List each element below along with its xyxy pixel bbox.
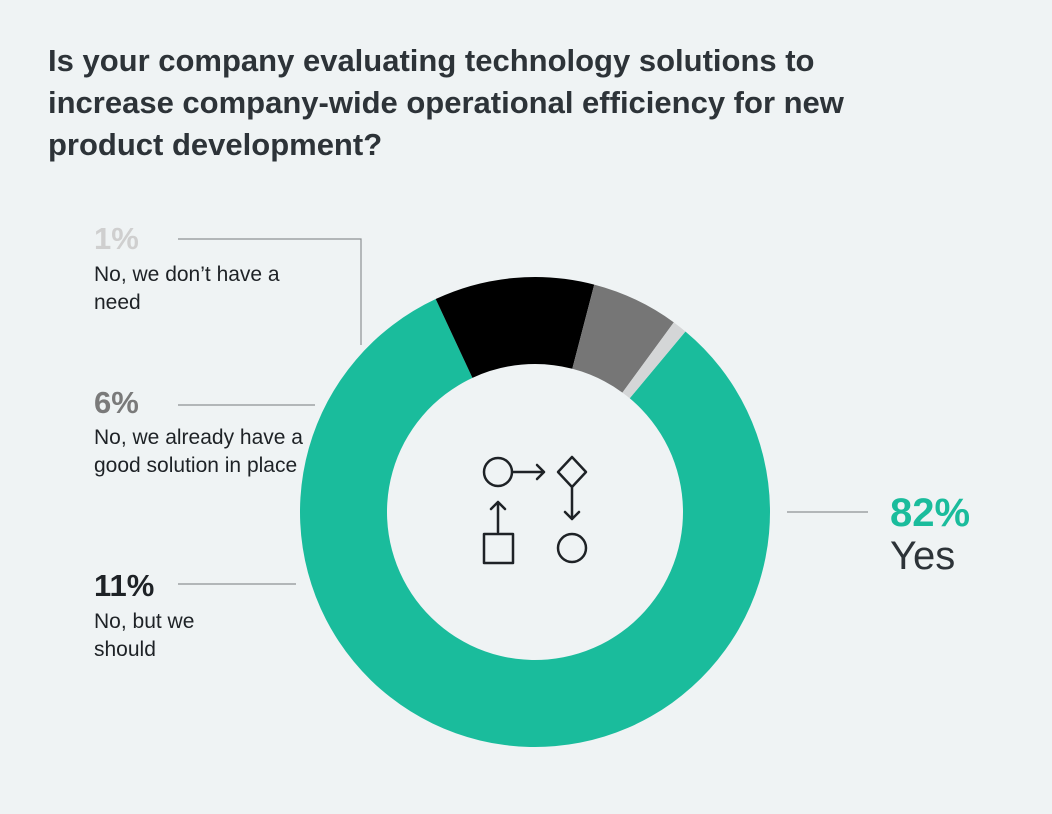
- square-node-icon: [482, 532, 515, 565]
- chart-title: Is your company evaluating technology so…: [48, 43, 844, 162]
- label-yes: Yes: [890, 534, 956, 578]
- diamond-node-icon: [556, 455, 588, 489]
- leader-lines: [178, 238, 868, 585]
- slice-already-have: [572, 284, 674, 393]
- circle-node-icon: [482, 456, 514, 488]
- process-flow-icon: [482, 455, 588, 565]
- label-already-have: No, we already have a good solution in p…: [94, 426, 303, 477]
- circle-end-node-icon: [556, 532, 588, 564]
- slice-yes: [299, 299, 770, 747]
- pct-yes: 82%: [890, 491, 971, 535]
- slice-should: [435, 277, 595, 378]
- pct-should: 11%: [94, 568, 155, 603]
- pct-already-have: 6%: [94, 385, 139, 420]
- donut-slices: [299, 277, 770, 747]
- arrow-down-icon: [563, 486, 581, 521]
- leader-no-need: [178, 238, 362, 345]
- label-no-need: No, we don’t have a need: [94, 263, 280, 314]
- arrow-up-icon: [489, 500, 507, 534]
- label-should: No, but we should: [94, 610, 195, 661]
- pct-no-need: 1%: [94, 221, 139, 256]
- arrow-right-icon: [511, 463, 546, 481]
- slice-no-need: [622, 322, 686, 399]
